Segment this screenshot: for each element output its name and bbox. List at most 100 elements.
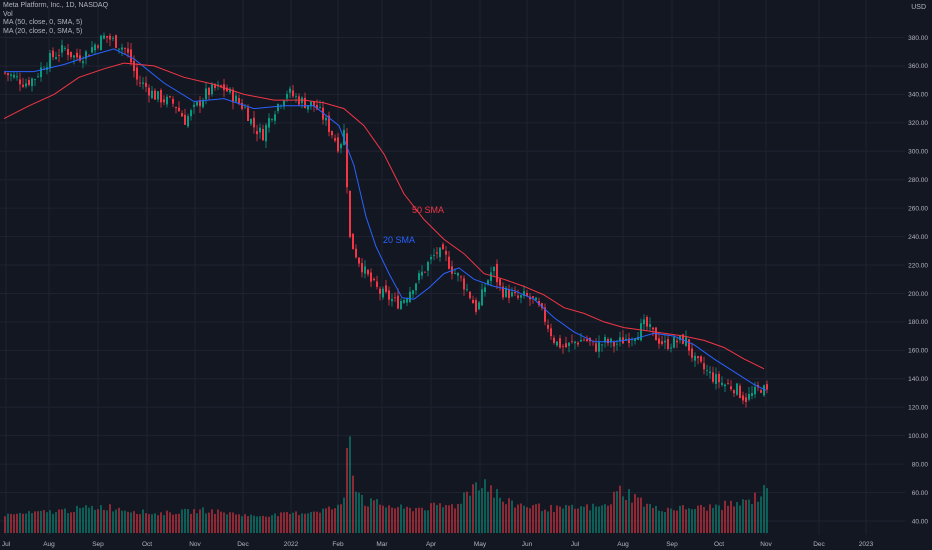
volume-bar [181, 509, 183, 533]
volume-bar [472, 484, 474, 533]
legend-ma20[interactable]: MA (20, close, 0, SMA, 5) [3, 27, 83, 35]
candle-body [25, 83, 27, 87]
volume-bar [646, 503, 648, 533]
candle-body [670, 347, 672, 349]
volume-bar [745, 499, 747, 533]
candle-body [661, 341, 663, 345]
candle-body [127, 48, 129, 53]
candle-body [247, 107, 249, 121]
volume-bar [655, 505, 657, 533]
candle-body [619, 337, 621, 342]
volume-bar [355, 491, 357, 533]
candle-body [742, 395, 744, 401]
candle-body [130, 49, 132, 63]
candle-body [478, 302, 480, 310]
volume-bar [529, 508, 531, 533]
candle-body [100, 35, 102, 51]
candle-body [493, 266, 495, 272]
volume-bar [256, 516, 258, 533]
candle-body [763, 385, 765, 396]
candle-body [664, 340, 666, 343]
legend-title[interactable]: Meta Platform, Inc., 1D, NASDAQ [3, 2, 109, 9]
candle-body [16, 76, 18, 78]
candle-body [61, 45, 63, 53]
legend-vol[interactable]: Vol [3, 10, 13, 18]
candle-body [277, 103, 279, 112]
ma-line-ma-20 [4, 48, 767, 391]
candle-body [202, 100, 204, 108]
candle-body [454, 273, 456, 275]
candle-body [325, 117, 327, 121]
volume-bar [397, 507, 399, 533]
time-tick-label: Jul [571, 541, 580, 548]
candle-body [22, 84, 24, 87]
volume-bar [352, 475, 354, 533]
volume-bar [562, 508, 564, 533]
candle-body [79, 55, 81, 61]
volume-bar [487, 491, 489, 533]
volume-bar [340, 504, 342, 533]
volume-bar [463, 492, 465, 533]
candle-body [148, 87, 150, 96]
volume-bar [508, 498, 510, 533]
candle-body [238, 98, 240, 104]
candle-body [31, 78, 33, 87]
volume-bar [175, 514, 177, 533]
volume-bar [754, 492, 756, 533]
volume-bar [334, 508, 336, 533]
price-tick-label: 80.00 [912, 461, 929, 468]
candle-body [754, 386, 756, 395]
candle-body [556, 341, 558, 346]
volume-bar [268, 516, 270, 533]
candle-body [652, 327, 654, 330]
candle-body [151, 90, 153, 99]
candle-body [430, 256, 432, 260]
time-tick-label: Jul [2, 541, 11, 548]
volume-bar [172, 514, 174, 533]
price-tick-label: 380.00 [908, 35, 928, 42]
candle-body [136, 67, 138, 80]
volume-bar [49, 510, 51, 533]
candle-body [526, 292, 528, 296]
volume-bar [496, 489, 498, 533]
volume-bar [37, 511, 39, 533]
volume-bar [253, 515, 255, 533]
volume-bar [43, 510, 45, 533]
candle-body [73, 55, 75, 58]
candle-body [682, 334, 684, 344]
candle-body [55, 57, 57, 59]
candle-body [574, 341, 576, 344]
candle-body [142, 82, 144, 84]
volume-bar [556, 505, 558, 533]
currency-label[interactable]: USD [911, 4, 926, 11]
volume-bar [328, 506, 330, 533]
candle-body [568, 342, 570, 346]
candle-body [691, 348, 693, 358]
volume-bar [697, 505, 699, 533]
volume-bar [601, 505, 603, 533]
candle-body [739, 385, 741, 398]
legend-ma50[interactable]: MA (50, close, 0, SMA, 5) [3, 19, 83, 26]
price-tick-label: 280.00 [908, 177, 928, 184]
candle-body [109, 35, 111, 40]
volume-bar [748, 499, 750, 533]
volume-bar [70, 512, 72, 533]
volume-bar [28, 511, 30, 533]
volume-bar [664, 512, 666, 533]
candle-body [745, 397, 747, 402]
volume-bar [502, 501, 504, 533]
candle-body [658, 338, 660, 344]
candle-body [367, 269, 369, 275]
candle-body [508, 289, 510, 299]
volume-bar [310, 512, 312, 533]
candle-body [331, 131, 333, 136]
candle-body [433, 254, 435, 256]
candle-body [253, 117, 255, 128]
volume-bar [631, 502, 633, 533]
candle-body [532, 296, 534, 298]
candle-body [418, 273, 420, 281]
candle-body [205, 88, 207, 100]
volume-bar [583, 506, 585, 533]
volume-bar [259, 516, 261, 533]
